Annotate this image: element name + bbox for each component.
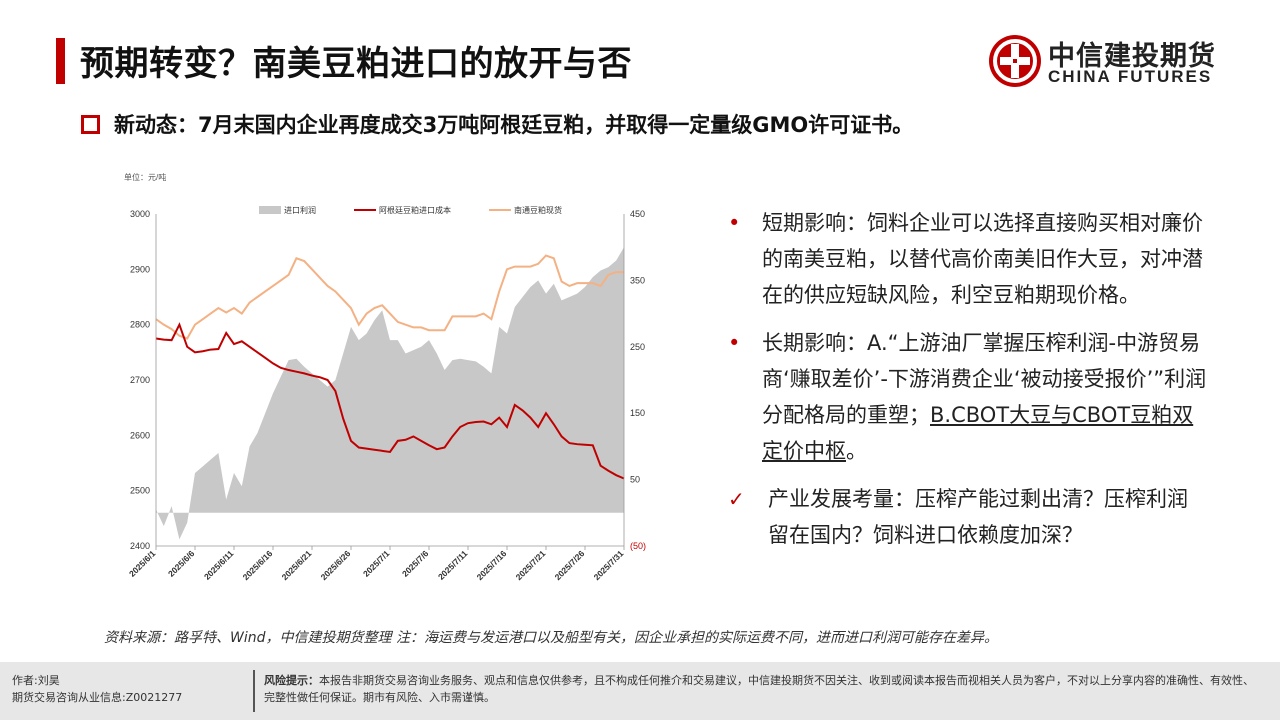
point-industry-text: 产业发展考量：压榨产能过剩出清？压榨利润留在国内？饲料进口依赖度加深？ [768,487,1188,547]
price-profit-chart: 单位：元/吨 2400 2500 2600 2700 2800 2900 3000 (50) 50… [124,172,646,582]
citic-emblem-icon [989,35,1041,87]
x-tick-label: 2025/7/31 [592,548,626,582]
x-tick-label: 2025/6/26 [319,548,353,582]
series-line-nantong-spot [155,254,624,340]
y-left-tick-label: 3000 [130,209,150,219]
y-left-tick-label: 2400 [130,541,150,551]
footer-author: 作者:刘昊 [12,674,60,687]
y-left-tick-label: 2700 [130,375,150,385]
x-tick-label: 2025/6/11 [202,548,236,582]
legend-label: 阿根廷豆粕进口成本 [379,205,451,215]
x-tick-label: 2025/7/11 [436,548,470,582]
series-area-import-profit [156,247,624,540]
checkmark-icon: ✓ [728,487,745,511]
y-right-tick-label: 50 [630,475,640,485]
x-tick-label: 2025/6/16 [241,548,275,582]
y-right-tick-label: 350 [630,275,645,285]
y-right-tick-label: 450 [630,209,645,219]
subtitle: 新动态：7月末国内企业再度成交3万吨阿根廷豆粕，并取得一定量级GMO许可证书。 [114,113,914,137]
y-left-tick-label: 2600 [130,430,150,440]
analysis-points: • 短期影响：饲料企业可以选择直接购买相对廉价的南美豆粕，以替代高价南美旧作大豆… [728,205,1208,565]
title-accent-bar [56,38,65,84]
footer-risk-text: 本报告非期货交易咨询业务服务、观点和信息仅供参考，且不构成任何推介和交易建议，中… [264,674,1254,704]
chart-container: 单位：元/吨 2400 2500 2600 2700 2800 2900 3000 (50) 50… [104,166,664,596]
y-left-tick-label: 2800 [130,320,150,330]
point-long-term-text-a: 长期影响：A.“上游油厂掌握压榨利润-中游贸易商‘赚取差价’-下游消费企业‘被动… [762,331,1207,427]
bullet-dot-icon: • [728,211,741,235]
y-left-tick-label: 2500 [130,486,150,496]
legend-label: 南通豆粕现货 [514,205,562,215]
x-tick-label: 2025/7/16 [475,548,509,582]
x-tick-label: 2025/6/21 [280,548,314,582]
y-left-tick-label: 2900 [130,264,150,274]
bullet-dot-icon: • [728,331,741,355]
x-tick-label: 2025/7/1 [361,548,392,579]
point-long-term-text-b: B.CBOT大豆与CBOT豆粕双定价中枢 [762,403,1194,463]
subtitle-bullet-icon [81,115,100,134]
point-long-term: • 长期影响：A.“上游油厂掌握压榨利润-中游贸易商‘赚取差价’-下游消费企业‘… [728,325,1208,469]
x-tick-label: 2025/7/21 [514,548,548,582]
company-logo: 中信建投期货 CHINA FUTURES [988,34,1228,90]
footer: 作者:刘昊 期货交易咨询从业信息:Z0021277 风险提示：本报告非期货交易咨… [0,662,1280,720]
x-tick-label: 2025/6/1 [127,548,158,579]
source-note: 资料来源：路孚特、Wind，中信建投期货整理 注：海运费与发运港口以及船型有关，… [104,630,998,646]
point-industry: ✓ 产业发展考量：压榨产能过剩出清？压榨利润留在国内？饲料进口依赖度加深？ [728,481,1208,553]
legend-label: 进口利润 [284,205,316,215]
series-line-argentina-cost [155,322,625,480]
x-tick-label: 2025/7/6 [400,548,431,579]
y-right-tick-label: 150 [630,408,645,418]
chart-unit-label: 单位：元/吨 [124,172,166,182]
x-tick-label: 2025/7/26 [553,548,587,582]
footer-risk: 风险提示：本报告非期货交易咨询业务服务、观点和信息仅供参考，且不构成任何推介和交… [264,672,1254,706]
logo-english-name: CHINA FUTURES [1048,67,1213,86]
x-tick-label: 2025/6/6 [166,548,197,579]
y-right-tick-label: 250 [630,342,645,352]
point-short-term: • 短期影响：饲料企业可以选择直接购买相对廉价的南美豆粕，以替代高价南美旧作大豆… [728,205,1208,313]
legend-swatch-import-profit [259,206,281,214]
page-title: 预期转变？南美豆粕进口的放开与否 [80,44,632,84]
footer-divider [253,670,255,712]
point-short-term-text: 短期影响：饲料企业可以选择直接购买相对廉价的南美豆粕，以替代高价南美旧作大豆，对… [762,211,1203,307]
logo-chinese-name: 中信建投期货 [1048,41,1216,72]
footer-author-block: 作者:刘昊 期货交易咨询从业信息:Z0021277 [12,672,182,706]
footer-license: 期货交易咨询从业信息:Z0021277 [12,691,183,704]
footer-risk-label: 风险提示： [264,674,319,687]
point-long-term-text-c: 。 [846,439,867,463]
y-right-tick-label: (50) [630,541,646,551]
